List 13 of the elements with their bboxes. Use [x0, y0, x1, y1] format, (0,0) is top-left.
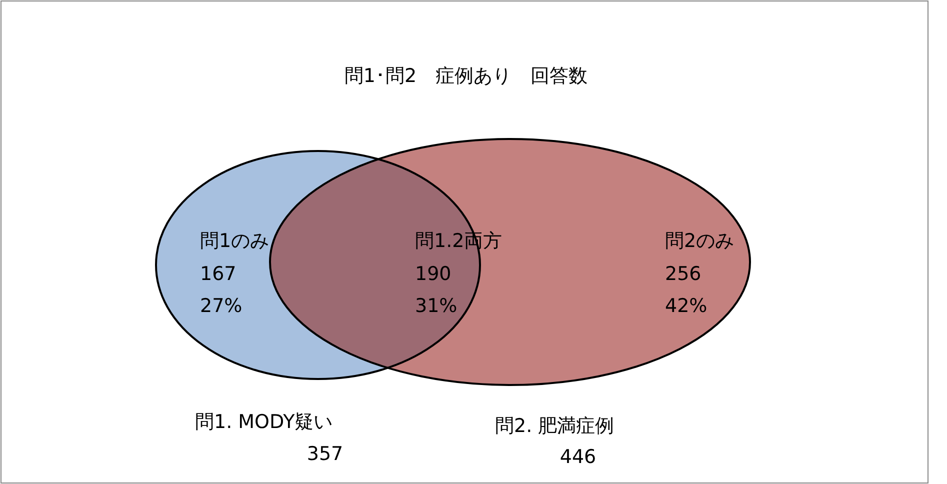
- text: 42%: [665, 295, 708, 317]
- text: 357: [306, 443, 344, 465]
- text: 27%: [200, 295, 242, 317]
- text: 問1･問2 症例あり 回答数: [344, 65, 588, 87]
- data-label: 167: [200, 263, 236, 285]
- text: 問1. MODY疑い: [195, 411, 333, 433]
- category-label: 問2のみ: [665, 230, 734, 252]
- category-label: 問1のみ: [200, 230, 270, 252]
- text: 問2. 肥満症例: [495, 415, 614, 437]
- data-label: 190: [415, 263, 452, 285]
- data-label: 256: [665, 263, 702, 285]
- text: 31%: [415, 295, 458, 317]
- text: 446: [560, 446, 596, 468]
